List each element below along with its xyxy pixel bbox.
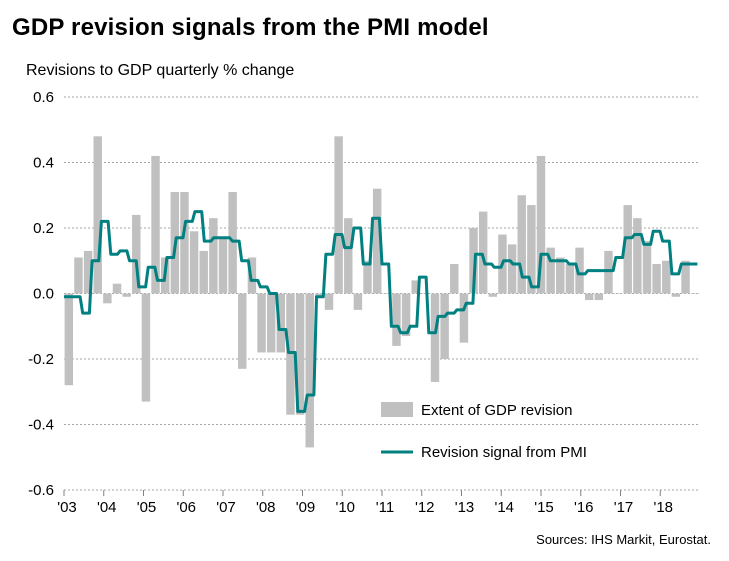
x-tick-label: '14: [494, 499, 514, 516]
y-tick-label: -0.6: [28, 482, 54, 499]
x-tick-label: '17: [614, 499, 634, 516]
bar: [286, 293, 295, 415]
bar: [662, 260, 671, 294]
bar: [103, 293, 112, 304]
y-axis-ticks: 0.6 0.4 0.2 0.0 -0.2 -0.4 -0.6: [28, 89, 54, 499]
bar: [565, 264, 575, 294]
y-axis-label: Revisions to GDP quarterly % change: [26, 62, 295, 79]
legend-line-label: Revision signal from PMI: [421, 444, 587, 461]
bar: [199, 250, 208, 294]
bar: [604, 250, 613, 294]
bar: [238, 293, 247, 369]
bar: [421, 293, 430, 294]
bar: [266, 293, 276, 353]
bar: [546, 247, 555, 294]
bar: [141, 293, 151, 402]
bar: [132, 214, 141, 294]
bar-series: [64, 136, 700, 448]
x-tick-label: '16: [574, 499, 594, 516]
bar: [536, 155, 546, 294]
bar: [353, 293, 363, 310]
bar: [209, 218, 218, 294]
chart-title: GDP revision signals from the PMI model: [12, 14, 489, 41]
bar: [652, 264, 661, 294]
bar: [690, 293, 700, 294]
bar: [372, 188, 382, 294]
x-tick-label: '06: [176, 499, 196, 516]
bar: [488, 293, 498, 297]
y-tick-label: 0.0: [33, 286, 54, 303]
bar: [363, 260, 372, 294]
bar: [334, 136, 343, 294]
bar: [613, 293, 623, 294]
bar: [276, 293, 286, 353]
bar: [74, 257, 83, 294]
x-tick-label: '04: [97, 499, 117, 516]
bar: [151, 155, 160, 294]
x-tick-label: '12: [415, 499, 435, 516]
x-tick-label: '13: [455, 499, 475, 516]
y-tick-label: 0.4: [33, 155, 54, 172]
legend-bar-swatch: [381, 402, 413, 417]
bar: [257, 293, 266, 353]
bar: [324, 293, 334, 310]
legend-bar-label: Extent of GDP revision: [421, 402, 572, 419]
x-tick-label: '10: [335, 499, 355, 516]
bar: [64, 293, 74, 386]
bar: [411, 280, 420, 294]
y-tick-label: 0.6: [33, 89, 54, 106]
y-tick-label: 0.2: [33, 220, 54, 237]
bar: [382, 293, 392, 294]
bar: [344, 218, 353, 294]
bar: [478, 211, 488, 294]
bar: [681, 260, 690, 294]
x-tick-label: '07: [216, 499, 236, 516]
bar: [642, 241, 652, 294]
bar: [556, 257, 565, 294]
bar: [401, 293, 411, 337]
bar: [180, 191, 189, 294]
gridlines: [64, 96, 700, 491]
x-tick-label: '09: [296, 499, 316, 516]
bar: [633, 218, 642, 294]
bar: [584, 293, 594, 301]
bar: [112, 283, 122, 294]
y-tick-label: -0.2: [28, 351, 54, 368]
bar: [469, 228, 478, 294]
x-tick-label: '15: [534, 499, 554, 516]
bar: [430, 293, 440, 382]
bar: [459, 293, 469, 343]
bar: [189, 231, 199, 294]
bar: [93, 136, 102, 294]
bar: [295, 293, 305, 415]
line-series: [64, 210, 698, 413]
x-tick-label: '18: [653, 499, 673, 516]
bar: [305, 293, 314, 448]
bar: [228, 191, 237, 294]
x-tick-label: '11: [376, 499, 394, 516]
x-tick-label: '05: [137, 499, 157, 516]
source-note: Sources: IHS Markit, Eurostat.: [536, 532, 711, 547]
bar: [671, 293, 681, 297]
bar: [440, 293, 449, 359]
bar: [218, 237, 228, 294]
bar: [507, 244, 517, 294]
x-tick-label: '03: [57, 499, 77, 516]
bar: [527, 205, 536, 294]
bar: [575, 247, 584, 294]
bar: [83, 250, 93, 294]
bar: [623, 205, 632, 294]
bar: [517, 195, 526, 294]
bar: [392, 293, 401, 346]
x-axis-ticks: '03 '04 '05 '06 '07 '08 '09 '10 '11 '12 '13 '14 '15 '…: [57, 490, 673, 516]
y-tick-label: -0.4: [28, 417, 54, 434]
bar: [450, 264, 459, 294]
bar: [122, 293, 131, 297]
bar: [594, 293, 604, 301]
bar: [315, 293, 324, 297]
revision-signal-line: [64, 210, 698, 413]
x-tick-label: '08: [256, 499, 276, 516]
legend: Extent of GDP revision Revision signal fr…: [381, 402, 587, 461]
